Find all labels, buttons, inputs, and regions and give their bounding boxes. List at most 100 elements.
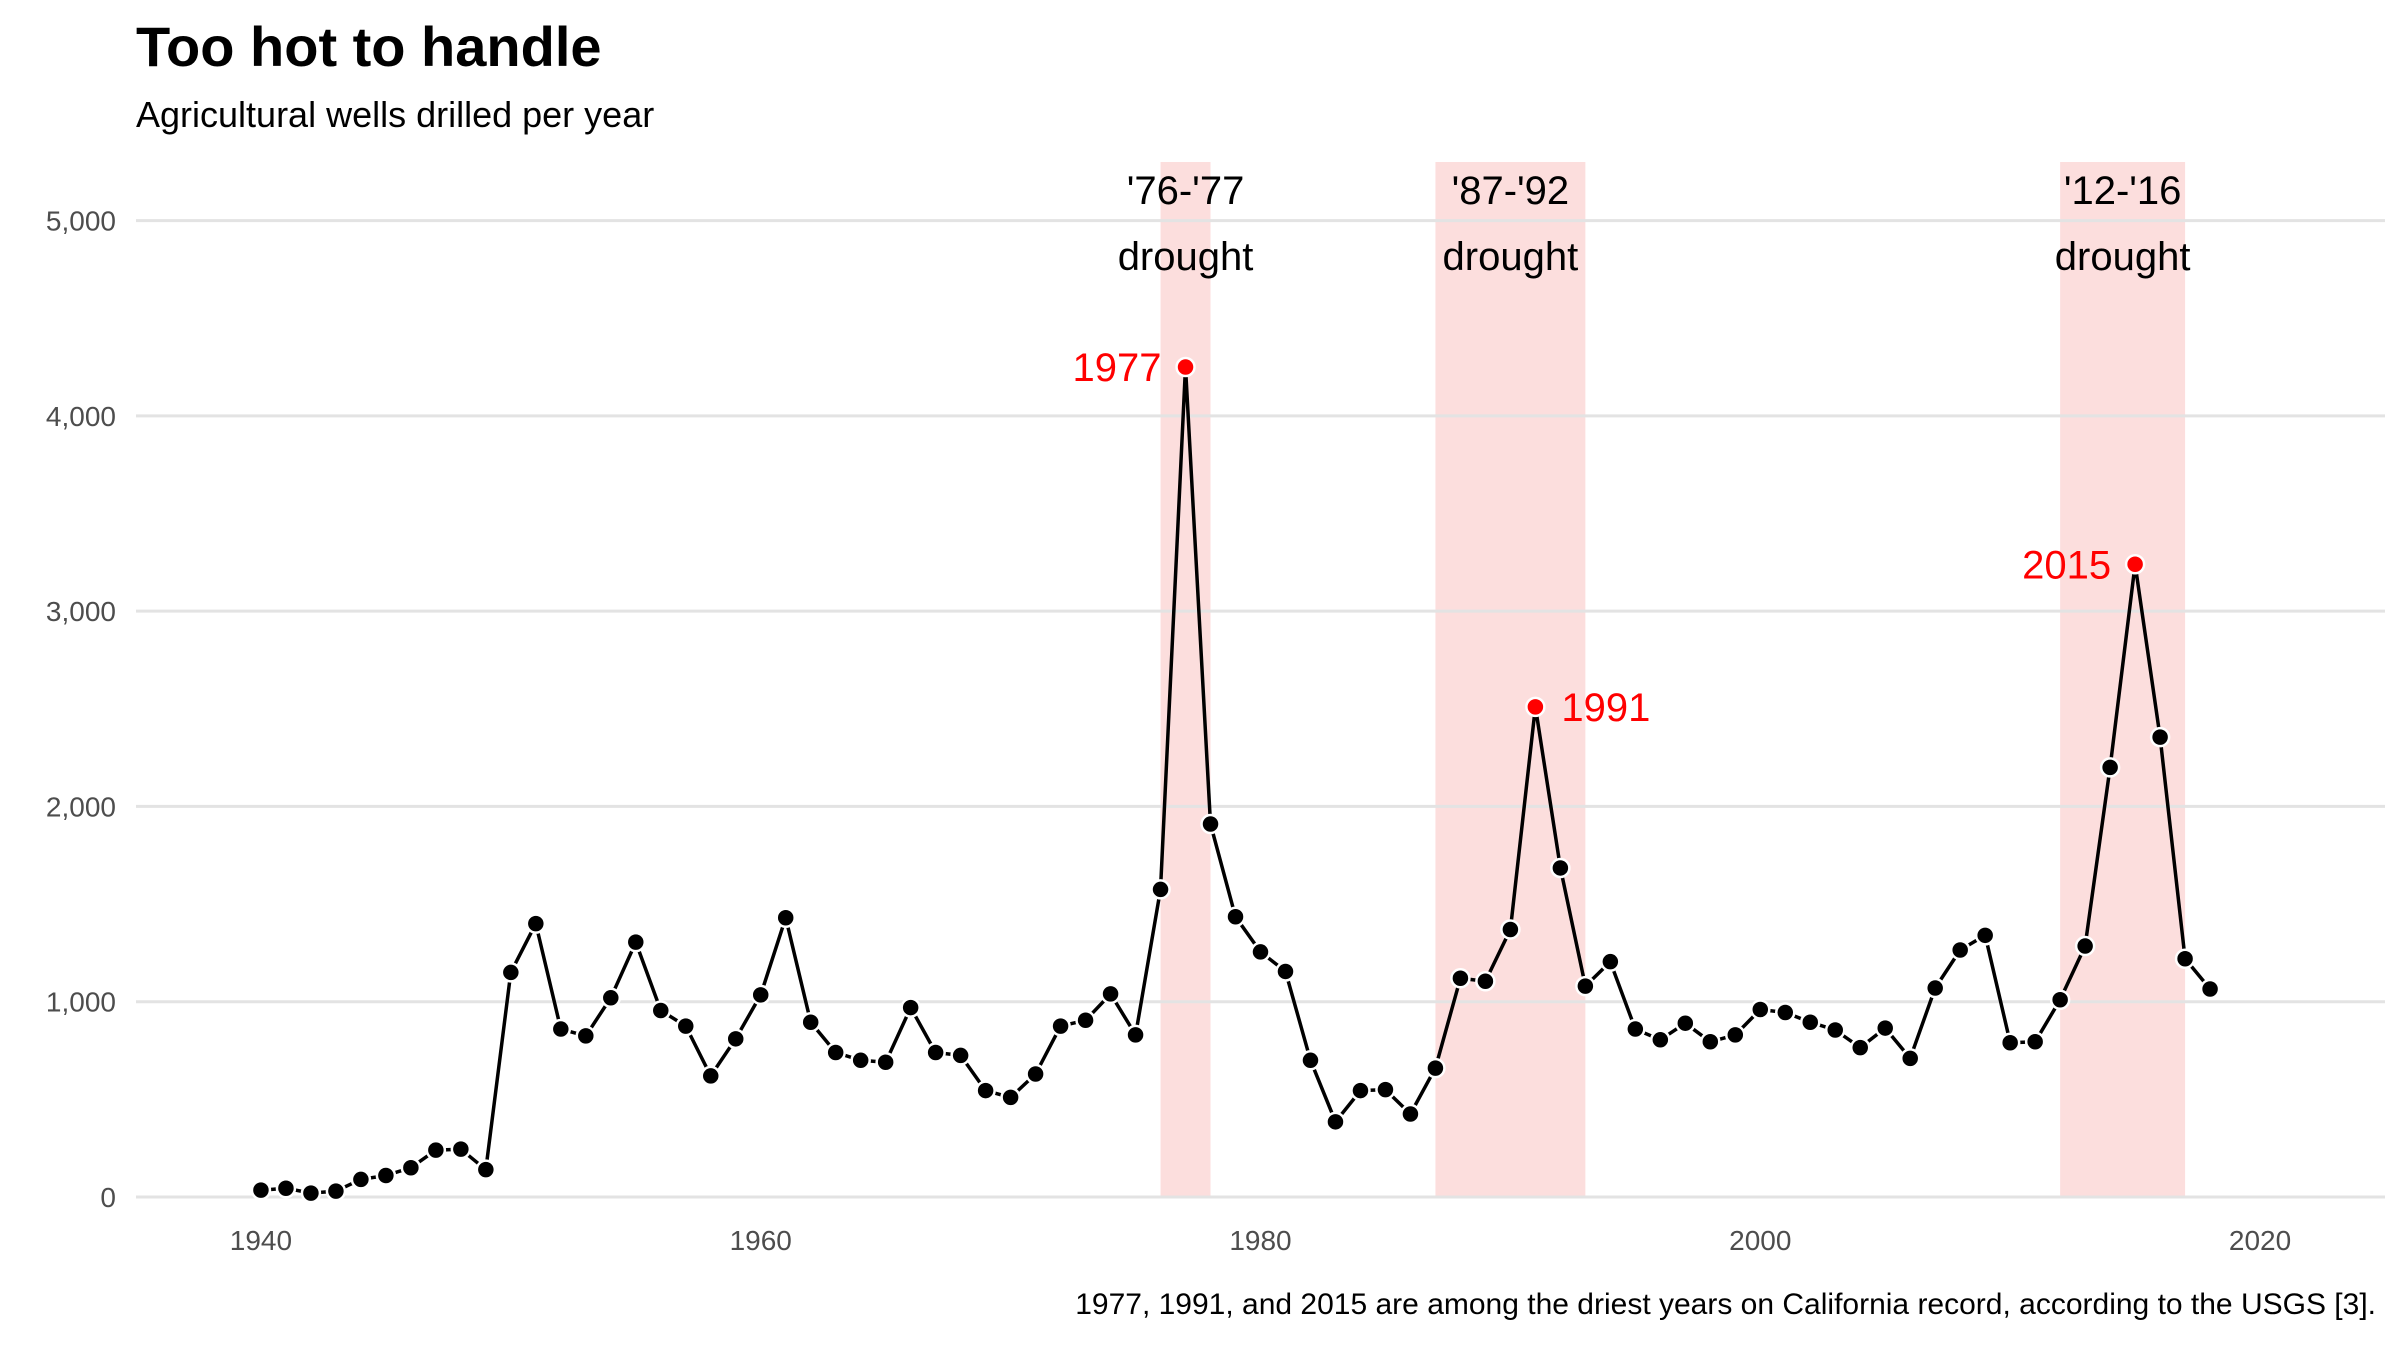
data-point-1988 bbox=[1450, 968, 1471, 989]
data-point-1989 bbox=[1475, 970, 1496, 992]
data-point-1968 bbox=[950, 1045, 971, 1066]
data-point-1954 bbox=[600, 987, 622, 1009]
data-point-1979 bbox=[1225, 906, 1246, 928]
drought-label-word-1: drought bbox=[1443, 235, 1579, 279]
chart-caption: 1977, 1991, and 2015 are among the dries… bbox=[1075, 1288, 2376, 1321]
data-point-1963 bbox=[825, 1042, 846, 1063]
x-tick-label-2000: 2000 bbox=[1729, 1225, 1791, 1256]
data-point-1972 bbox=[1050, 1015, 1071, 1037]
data-point-1952 bbox=[550, 1018, 572, 1040]
data-point-1973 bbox=[1075, 1010, 1096, 1031]
highlight-labels: 1977 1991 2015 bbox=[1073, 346, 2112, 730]
data-point-1940 bbox=[250, 1179, 272, 1201]
data-point-1998 bbox=[1700, 1031, 1721, 1052]
data-point-1969 bbox=[975, 1080, 996, 1101]
data-point-2007 bbox=[1924, 977, 1946, 999]
data-point-1945 bbox=[375, 1165, 397, 1186]
x-tick-label-1940: 1940 bbox=[230, 1225, 292, 1256]
data-point-1948 bbox=[450, 1138, 472, 1160]
data-point-1942 bbox=[300, 1182, 322, 1204]
data-point-1955 bbox=[625, 931, 647, 953]
y-tick-label-3000: 3,000 bbox=[46, 596, 116, 627]
drought-label-range-1: '87-'92 bbox=[1452, 169, 1570, 213]
data-point-1949 bbox=[475, 1159, 497, 1180]
data-point-1962 bbox=[800, 1011, 821, 1033]
data-point-2000 bbox=[1750, 999, 1771, 1020]
drought-band-labels: '76-'77 drought '87-'92 drought '12-'16 droug… bbox=[1118, 169, 2191, 279]
y-tick-label-5000: 5,000 bbox=[46, 206, 116, 237]
data-point-1941 bbox=[275, 1177, 297, 1199]
drought-label-word-2: drought bbox=[2055, 235, 2191, 279]
y-tick-label-0: 0 bbox=[100, 1182, 116, 1213]
data-point-1996 bbox=[1650, 1029, 1671, 1051]
data-point-1944 bbox=[350, 1169, 372, 1190]
data-point-2001 bbox=[1775, 1002, 1796, 1023]
data-point-2006 bbox=[1899, 1048, 1921, 1069]
data-point-1983 bbox=[1325, 1111, 1346, 1133]
data-point-2008 bbox=[1949, 939, 1971, 961]
x-tick-label-2020: 2020 bbox=[2229, 1225, 2291, 1256]
data-point-1997 bbox=[1675, 1012, 1696, 1034]
data-point-1978 bbox=[1200, 813, 1221, 835]
highlight-label-2015: 2015 bbox=[2022, 543, 2111, 587]
x-tick-label-1960: 1960 bbox=[730, 1225, 792, 1256]
data-point-1966 bbox=[900, 997, 921, 1018]
data-point-2014 bbox=[2099, 757, 2121, 778]
data-point-2012 bbox=[2049, 989, 2071, 1011]
highlight-label-1991: 1991 bbox=[1561, 686, 1650, 730]
highlight-label-1977: 1977 bbox=[1073, 346, 1162, 390]
data-point-1971 bbox=[1025, 1063, 1046, 1085]
data-point-2010 bbox=[1999, 1032, 2021, 1053]
gridlines bbox=[136, 219, 2385, 1199]
series-line bbox=[260, 365, 2212, 1195]
data-point-1995 bbox=[1625, 1018, 1646, 1040]
data-point-2005 bbox=[1874, 1017, 1896, 1039]
data-point-1980 bbox=[1250, 941, 1271, 963]
data-point-1950 bbox=[500, 962, 522, 983]
y-axis-ticks: 0 1,000 2,000 3,000 4,000 5,000 bbox=[46, 206, 116, 1213]
drought-label-range-2: '12-'16 bbox=[2064, 169, 2182, 213]
data-point-2015 bbox=[2124, 554, 2146, 575]
data-point-1975 bbox=[1125, 1024, 1146, 1046]
data-point-1965 bbox=[875, 1052, 896, 1073]
data-point-1976 bbox=[1150, 879, 1171, 900]
drought-label-word-0: drought bbox=[1118, 235, 1254, 279]
chart-subtitle: Agricultural wells drilled per year bbox=[136, 94, 655, 135]
chart-title: Too hot to handle bbox=[136, 15, 602, 78]
data-point-1947 bbox=[425, 1139, 447, 1161]
data-point-2016 bbox=[2149, 726, 2171, 748]
data-point-1957 bbox=[675, 1015, 697, 1037]
data-point-1960 bbox=[750, 984, 771, 1006]
data-point-1956 bbox=[650, 1000, 672, 1021]
data-point-2013 bbox=[2074, 935, 2096, 957]
data-point-1990 bbox=[1500, 919, 1521, 940]
data-point-1981 bbox=[1275, 961, 1296, 982]
x-tick-label-1980: 1980 bbox=[1229, 1225, 1291, 1256]
data-point-2003 bbox=[1824, 1019, 1846, 1041]
drought-label-range-0: '76-'77 bbox=[1127, 169, 1245, 213]
data-point-1985 bbox=[1375, 1079, 1396, 1100]
data-point-1982 bbox=[1300, 1050, 1321, 1071]
data-point-1953 bbox=[575, 1025, 597, 1047]
data-point-1986 bbox=[1400, 1103, 1421, 1125]
data-point-2011 bbox=[2024, 1031, 2046, 1052]
data-point-1987 bbox=[1425, 1057, 1446, 1079]
data-point-2002 bbox=[1800, 1011, 1821, 1033]
data-point-2018 bbox=[2199, 978, 2221, 1000]
data-point-1946 bbox=[400, 1157, 422, 1178]
data-point-1974 bbox=[1100, 983, 1121, 1005]
data-point-1967 bbox=[925, 1042, 946, 1063]
data-point-1991 bbox=[1525, 696, 1546, 718]
data-point-1999 bbox=[1725, 1024, 1746, 1046]
data-point-1943 bbox=[325, 1180, 347, 1202]
data-point-1984 bbox=[1350, 1080, 1371, 1101]
data-point-2017 bbox=[2174, 948, 2196, 970]
data-point-1970 bbox=[1000, 1087, 1021, 1108]
data-point-1961 bbox=[775, 907, 796, 928]
y-tick-label-4000: 4,000 bbox=[46, 401, 116, 432]
data-point-1951 bbox=[525, 913, 547, 934]
data-point-1964 bbox=[850, 1050, 871, 1071]
data-point-1977 bbox=[1175, 356, 1196, 378]
series-wells bbox=[260, 365, 2212, 1195]
